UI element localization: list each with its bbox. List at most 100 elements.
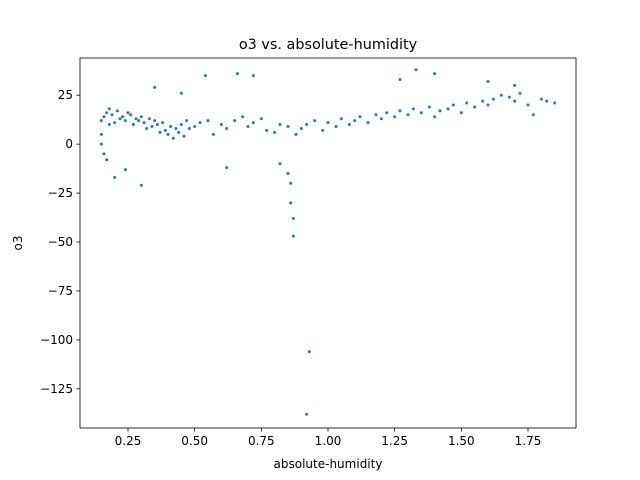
data-point bbox=[246, 125, 250, 129]
data-point bbox=[251, 74, 255, 78]
data-point bbox=[155, 123, 159, 127]
data-point bbox=[358, 115, 362, 119]
data-point bbox=[334, 125, 338, 129]
data-point bbox=[113, 175, 117, 179]
data-point bbox=[305, 412, 309, 416]
y-tick-label: −25 bbox=[48, 186, 73, 200]
data-point bbox=[139, 115, 143, 119]
data-point bbox=[161, 121, 165, 125]
x-axis-title: absolute-humidity bbox=[274, 457, 383, 471]
data-point bbox=[241, 115, 245, 119]
data-point bbox=[225, 126, 229, 130]
data-point bbox=[433, 115, 437, 119]
data-point bbox=[451, 103, 455, 107]
data-point bbox=[129, 113, 133, 117]
data-point bbox=[291, 234, 295, 238]
data-point bbox=[286, 172, 290, 175]
data-point bbox=[289, 181, 293, 185]
data-point bbox=[473, 105, 477, 109]
data-point bbox=[507, 95, 511, 99]
data-point bbox=[102, 115, 106, 119]
data-point bbox=[187, 126, 191, 130]
data-point bbox=[307, 350, 311, 354]
data-point bbox=[406, 113, 410, 117]
data-point bbox=[446, 107, 450, 111]
data-point bbox=[177, 130, 181, 134]
data-point bbox=[179, 123, 183, 127]
data-point bbox=[366, 121, 370, 125]
data-point bbox=[486, 103, 490, 107]
x-tick-label: 1.25 bbox=[381, 434, 408, 448]
y-tick-label: −50 bbox=[48, 235, 73, 249]
data-point bbox=[289, 201, 293, 205]
data-point bbox=[326, 121, 330, 125]
data-point bbox=[118, 117, 122, 121]
data-point bbox=[481, 99, 485, 103]
plot-area bbox=[80, 58, 576, 428]
x-tick-label: 0.50 bbox=[181, 434, 208, 448]
data-point bbox=[233, 119, 237, 123]
data-point bbox=[171, 136, 175, 140]
data-point bbox=[299, 126, 303, 130]
y-tick-label: −125 bbox=[40, 382, 73, 396]
data-point bbox=[539, 97, 543, 101]
data-point bbox=[278, 162, 282, 166]
y-axis-title: o3 bbox=[11, 236, 25, 251]
data-point bbox=[225, 166, 229, 170]
data-point bbox=[513, 99, 517, 103]
data-point bbox=[211, 132, 215, 136]
data-point bbox=[347, 123, 351, 127]
data-point bbox=[153, 85, 157, 89]
data-point bbox=[115, 109, 119, 113]
data-point bbox=[273, 130, 277, 134]
data-point bbox=[491, 97, 495, 101]
data-point bbox=[235, 72, 239, 76]
data-point bbox=[419, 111, 423, 115]
data-point bbox=[113, 121, 117, 125]
x-axis: 0.25 0.50 0.75 1.00 1.25 1.50 1.75 bbox=[115, 428, 542, 448]
data-point bbox=[499, 93, 503, 97]
y-tick-label: −100 bbox=[40, 333, 73, 347]
data-point bbox=[433, 72, 437, 76]
data-point bbox=[137, 119, 141, 123]
data-point bbox=[393, 115, 397, 119]
x-tick-label: 1.00 bbox=[315, 434, 342, 448]
data-point bbox=[206, 119, 210, 123]
data-point bbox=[123, 168, 127, 172]
data-point bbox=[174, 126, 178, 130]
data-point bbox=[278, 123, 282, 127]
data-point bbox=[99, 132, 103, 136]
data-point bbox=[265, 128, 269, 132]
data-point bbox=[486, 79, 490, 83]
y-axis: 25 0 −25 −50 −75 −100 −125 bbox=[40, 88, 80, 396]
data-point bbox=[105, 158, 109, 162]
y-tick-label: 25 bbox=[58, 88, 73, 102]
chart-title: o3 vs. absolute-humidity bbox=[239, 37, 418, 53]
data-point bbox=[153, 119, 157, 123]
x-tick-label: 1.75 bbox=[515, 434, 542, 448]
data-points bbox=[99, 68, 557, 416]
data-point bbox=[291, 217, 295, 221]
data-point bbox=[121, 115, 125, 119]
data-point bbox=[398, 78, 402, 82]
data-point bbox=[459, 111, 463, 115]
data-point bbox=[339, 117, 343, 121]
data-point bbox=[142, 121, 146, 125]
data-point bbox=[526, 103, 530, 107]
data-point bbox=[553, 101, 557, 105]
data-point bbox=[179, 91, 183, 95]
data-point bbox=[259, 117, 263, 121]
data-point bbox=[134, 117, 138, 121]
data-point bbox=[139, 183, 143, 187]
data-point bbox=[107, 123, 111, 127]
data-point bbox=[385, 111, 389, 115]
data-point bbox=[374, 113, 378, 117]
data-point bbox=[251, 121, 255, 125]
data-point bbox=[126, 111, 130, 115]
y-tick-label: −75 bbox=[48, 284, 73, 298]
x-tick-label: 1.50 bbox=[448, 434, 475, 448]
data-point bbox=[379, 117, 383, 121]
data-point bbox=[518, 91, 522, 95]
data-point bbox=[313, 119, 317, 123]
data-point bbox=[353, 119, 357, 123]
